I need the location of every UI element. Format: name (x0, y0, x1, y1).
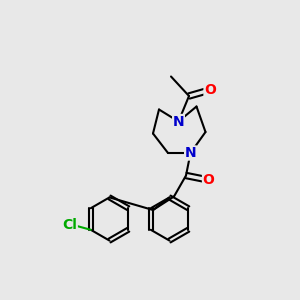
Text: O: O (202, 173, 214, 187)
Text: Cl: Cl (62, 218, 77, 232)
Text: N: N (185, 146, 196, 160)
Text: O: O (204, 83, 216, 97)
Text: N: N (173, 115, 184, 128)
